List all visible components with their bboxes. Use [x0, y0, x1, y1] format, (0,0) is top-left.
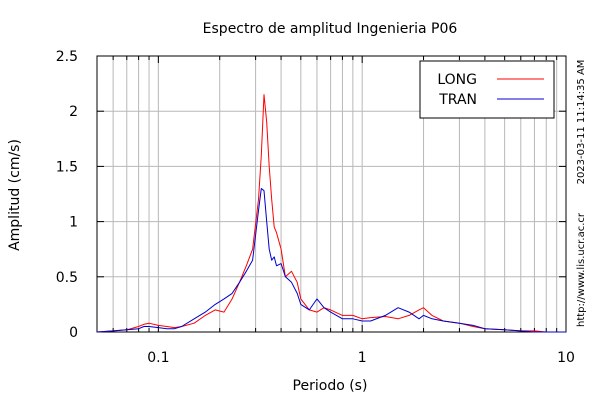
- x-tick-label: 1: [358, 350, 367, 366]
- x-axis-label: Periodo (s): [293, 378, 368, 394]
- y-tick-label: 0: [69, 325, 78, 341]
- axis-tick-labels: 0 0.5 1 1.5 2 2.5 0.1 1 10: [56, 49, 575, 366]
- chart-title: Espectro de amplitud Ingenieria P06: [203, 21, 458, 37]
- series-line-tran: [96, 188, 566, 333]
- x-tick-label: 10: [557, 350, 575, 366]
- chart-legend: LONG TRAN: [419, 60, 555, 119]
- plot-frame: [96, 55, 567, 333]
- y-tick-label: 2: [69, 104, 78, 120]
- y-tick-label: 1.5: [56, 159, 78, 175]
- legend-box: [419, 60, 555, 119]
- grid-lines: [97, 56, 566, 332]
- source-url-label: http://www.lis.ucr.ac.cr: [576, 212, 587, 327]
- legend-label-tran: TRAN: [438, 92, 477, 108]
- y-tick-label: 2.5: [56, 49, 78, 65]
- y-tick-label: 0.5: [56, 270, 78, 286]
- legend-label-long: LONG: [437, 72, 477, 88]
- series-lines: [96, 94, 566, 333]
- y-tick-label: 1: [69, 215, 78, 231]
- axis-ticks: [96, 55, 567, 333]
- y-axis-label: Amplitud (cm/s): [7, 139, 23, 251]
- timestamp-label: 2023-03-11 11:14:35 AM: [576, 60, 587, 185]
- x-tick-label: 0.1: [147, 350, 169, 366]
